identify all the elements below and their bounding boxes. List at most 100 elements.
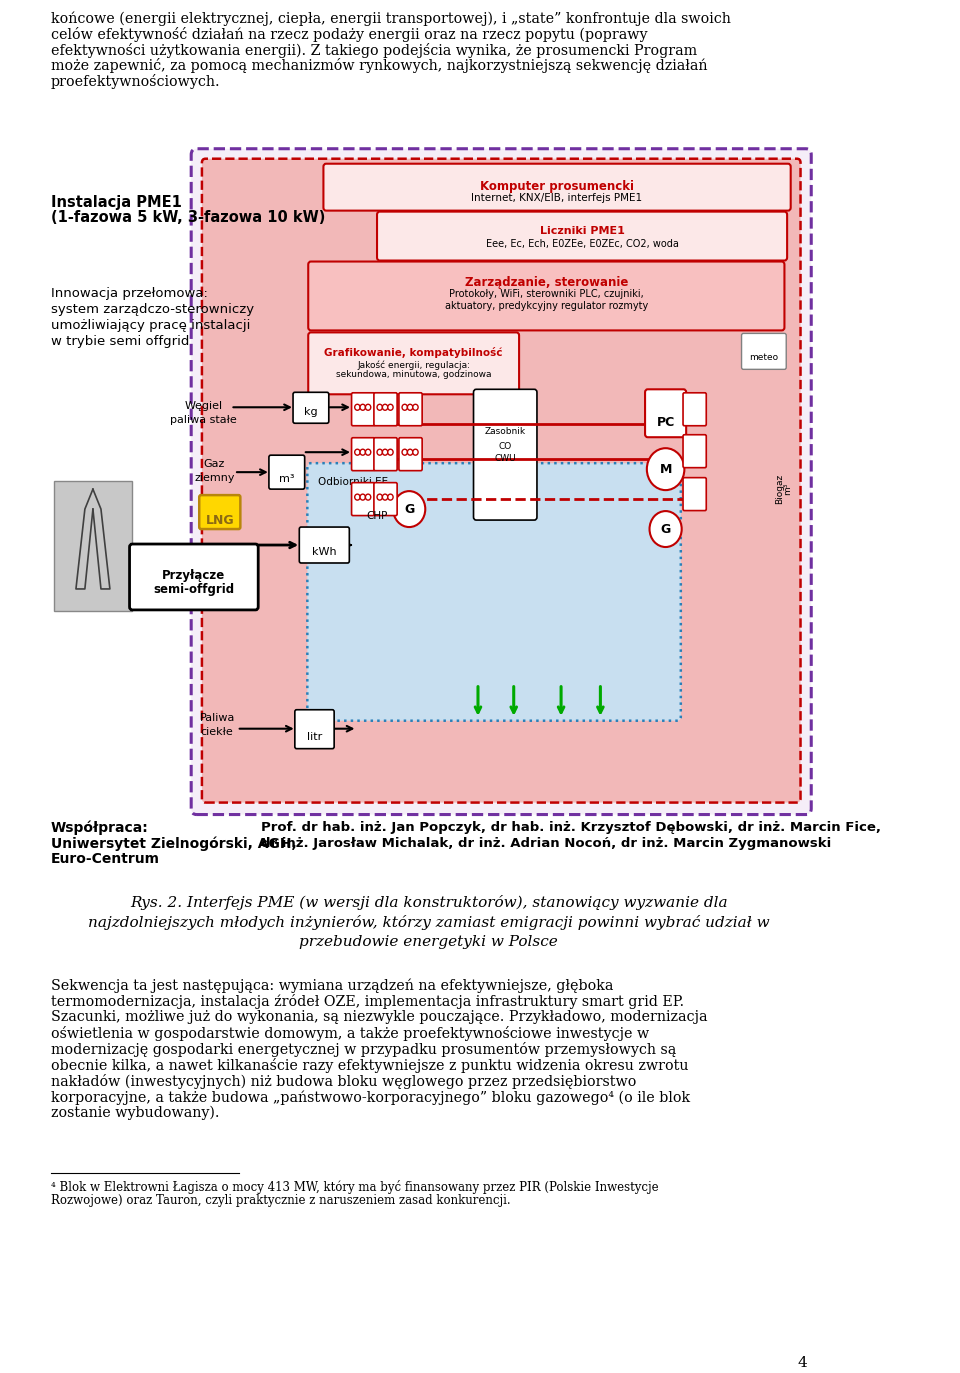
Text: Gaz: Gaz [204, 459, 225, 470]
Text: w trybie semi offgrid: w trybie semi offgrid [51, 335, 189, 349]
FancyBboxPatch shape [741, 334, 786, 369]
Text: Zasobnik: Zasobnik [485, 427, 526, 437]
FancyBboxPatch shape [683, 435, 707, 468]
FancyBboxPatch shape [308, 332, 519, 394]
FancyBboxPatch shape [373, 393, 397, 426]
Circle shape [354, 404, 360, 411]
Text: Zarządzanie, sterowanie: Zarządzanie, sterowanie [465, 276, 628, 288]
Circle shape [360, 404, 366, 411]
Text: korporacyjne, a także budowa „państwowo-korporacyjnego” bloku gazowego⁴ (o ile b: korporacyjne, a także budowa „państwowo-… [51, 1090, 690, 1104]
Text: Uniwersytet Zielnogórski, AGH,: Uniwersytet Zielnogórski, AGH, [51, 836, 297, 851]
FancyBboxPatch shape [269, 456, 304, 489]
Text: Jakość energii, regulacja:: Jakość energii, regulacja: [357, 360, 470, 369]
Text: litr: litr [307, 732, 323, 741]
Text: Rys. 2. Interfejs PME (w wersji dla konstruktorów), stanowiący wyzwanie dla: Rys. 2. Interfejs PME (w wersji dla kons… [130, 895, 728, 910]
Text: modernizację gospodarki energetycznej w przypadku prosumentów przemysłowych są: modernizację gospodarki energetycznej w … [51, 1042, 676, 1057]
Text: ziemny: ziemny [194, 474, 234, 483]
Circle shape [366, 449, 371, 456]
FancyBboxPatch shape [683, 393, 707, 426]
Text: Prof. dr hab. inż. Jan Popczyk, dr hab. inż. Krzysztof Dębowski, dr inż. Marcin : Prof. dr hab. inż. Jan Popczyk, dr hab. … [261, 821, 881, 833]
FancyBboxPatch shape [377, 211, 787, 261]
Circle shape [402, 449, 407, 456]
Text: Rozwojowe) oraz Tauron, czyli praktycznie z naruszeniem zasad konkurencji.: Rozwojowe) oraz Tauron, czyli praktyczni… [51, 1195, 511, 1207]
Text: Przyłącze: Przyłącze [162, 568, 226, 582]
Circle shape [382, 449, 388, 456]
Text: PC: PC [657, 416, 675, 430]
Text: semi-offgrid: semi-offgrid [154, 584, 234, 596]
FancyBboxPatch shape [683, 478, 707, 511]
FancyBboxPatch shape [295, 710, 334, 748]
FancyBboxPatch shape [399, 438, 422, 471]
Text: przebudowie energetyki w Polsce: przebudowie energetyki w Polsce [300, 935, 558, 949]
FancyBboxPatch shape [351, 483, 374, 516]
Text: umożliwiający pracę instalacji: umożliwiający pracę instalacji [51, 320, 251, 332]
Text: końcowe (energii elektrycznej, ciepła, energii transportowej), i „state” konfron: końcowe (energii elektrycznej, ciepła, e… [51, 12, 731, 26]
Circle shape [413, 449, 419, 456]
Text: obecnie kilka, a nawet kilkanaście razy efektywniejsze z punktu widzenia okresu : obecnie kilka, a nawet kilkanaście razy … [51, 1059, 688, 1074]
Circle shape [366, 494, 371, 500]
Text: LNG: LNG [205, 514, 234, 527]
FancyBboxPatch shape [645, 390, 686, 437]
Text: CWU: CWU [494, 454, 516, 463]
Text: Euro-Centrum: Euro-Centrum [51, 853, 160, 866]
FancyBboxPatch shape [399, 393, 422, 426]
Text: proefektywnościowych.: proefektywnościowych. [51, 74, 221, 89]
Text: G: G [660, 523, 671, 535]
Circle shape [393, 492, 425, 527]
Circle shape [354, 449, 360, 456]
Text: aktuatory, predykcyjny regulator rozmyty: aktuatory, predykcyjny regulator rozmyty [444, 302, 648, 312]
Bar [54, 481, 132, 611]
Text: może zapewnić, za pomocą mechanizmów rynkowych, najkorzystniejszą sekwencję dzia: może zapewnić, za pomocą mechanizmów ryn… [51, 59, 708, 73]
Text: zostanie wybudowany).: zostanie wybudowany). [51, 1107, 220, 1120]
FancyBboxPatch shape [373, 483, 397, 516]
Circle shape [354, 494, 360, 500]
Text: Biogaz: Biogaz [776, 474, 784, 504]
FancyBboxPatch shape [351, 438, 374, 471]
Text: paliwa stałe: paliwa stałe [170, 415, 237, 426]
Text: oświetlenia w gospodarstwie domowym, a także proefektywnościowe inwestycje w: oświetlenia w gospodarstwie domowym, a t… [51, 1026, 649, 1041]
Circle shape [377, 494, 382, 500]
Text: m³: m³ [279, 474, 295, 485]
Text: kg: kg [304, 408, 318, 417]
FancyBboxPatch shape [473, 390, 537, 520]
Circle shape [377, 404, 382, 411]
FancyBboxPatch shape [324, 163, 791, 210]
Text: Liczniki PME1: Liczniki PME1 [540, 225, 625, 236]
Text: 4: 4 [797, 1355, 806, 1370]
FancyBboxPatch shape [293, 393, 328, 423]
Circle shape [360, 449, 366, 456]
Text: M: M [660, 463, 672, 475]
Text: Komputer prosumencki: Komputer prosumencki [480, 180, 634, 192]
Text: CO: CO [498, 442, 512, 452]
Circle shape [388, 404, 393, 411]
Circle shape [647, 448, 684, 490]
FancyBboxPatch shape [351, 393, 374, 426]
Text: Eee, Ec, Ech, E0ZEe, E0ZEc, CO2, woda: Eee, Ec, Ech, E0ZEe, E0ZEc, CO2, woda [486, 239, 679, 249]
FancyBboxPatch shape [200, 496, 240, 529]
Circle shape [388, 494, 393, 500]
FancyBboxPatch shape [308, 261, 784, 331]
Text: Szacunki, możliwe już do wykonania, są niezwykle pouczające. Przykładowo, modern: Szacunki, możliwe już do wykonania, są n… [51, 1011, 708, 1024]
Text: kWh: kWh [312, 546, 337, 557]
Text: Protokoły, WiFi, sterowniki PLC, czujniki,: Protokoły, WiFi, sterowniki PLC, czujnik… [449, 290, 644, 299]
Circle shape [650, 511, 682, 546]
Text: termomodernizacja, instalacja źródeł OZE, implementacja infrastruktury smart gri: termomodernizacja, instalacja źródeł OZE… [51, 994, 684, 1009]
Text: Internet, KNX/EIB, interfejs PME1: Internet, KNX/EIB, interfejs PME1 [471, 192, 642, 203]
Text: Współpraca:: Współpraca: [51, 821, 149, 835]
Text: sekundowa, minutowa, godzinowa: sekundowa, minutowa, godzinowa [336, 371, 492, 379]
Circle shape [360, 494, 366, 500]
Text: dr inż. Jarosław Michalak, dr inż. Adrian Nocoń, dr inż. Marcin Zygmanowski: dr inż. Jarosław Michalak, dr inż. Adria… [261, 836, 831, 850]
Text: nakładów (inwestycyjnych) niż budowa bloku węglowego przez przedsiębiorstwo: nakładów (inwestycyjnych) niż budowa blo… [51, 1074, 636, 1089]
Text: Instalacja PME1: Instalacja PME1 [51, 195, 181, 210]
Text: Paliwa: Paliwa [200, 713, 235, 722]
Circle shape [366, 404, 371, 411]
FancyBboxPatch shape [191, 148, 811, 814]
Circle shape [382, 404, 388, 411]
Text: najzdolniejszych młodych inżynierów, którzy zamiast emigracji powinni wybrać udz: najzdolniejszych młodych inżynierów, któ… [88, 916, 770, 931]
Text: G: G [404, 503, 415, 516]
Text: efektywności użytkowania energii). Z takiego podejścia wynika, że prosumencki Pr: efektywności użytkowania energii). Z tak… [51, 43, 697, 58]
FancyBboxPatch shape [202, 159, 801, 803]
Text: Odbiorniki EE: Odbiorniki EE [318, 478, 388, 487]
Text: Innowacja przełomowa:: Innowacja przełomowa: [51, 287, 207, 301]
Circle shape [402, 404, 407, 411]
